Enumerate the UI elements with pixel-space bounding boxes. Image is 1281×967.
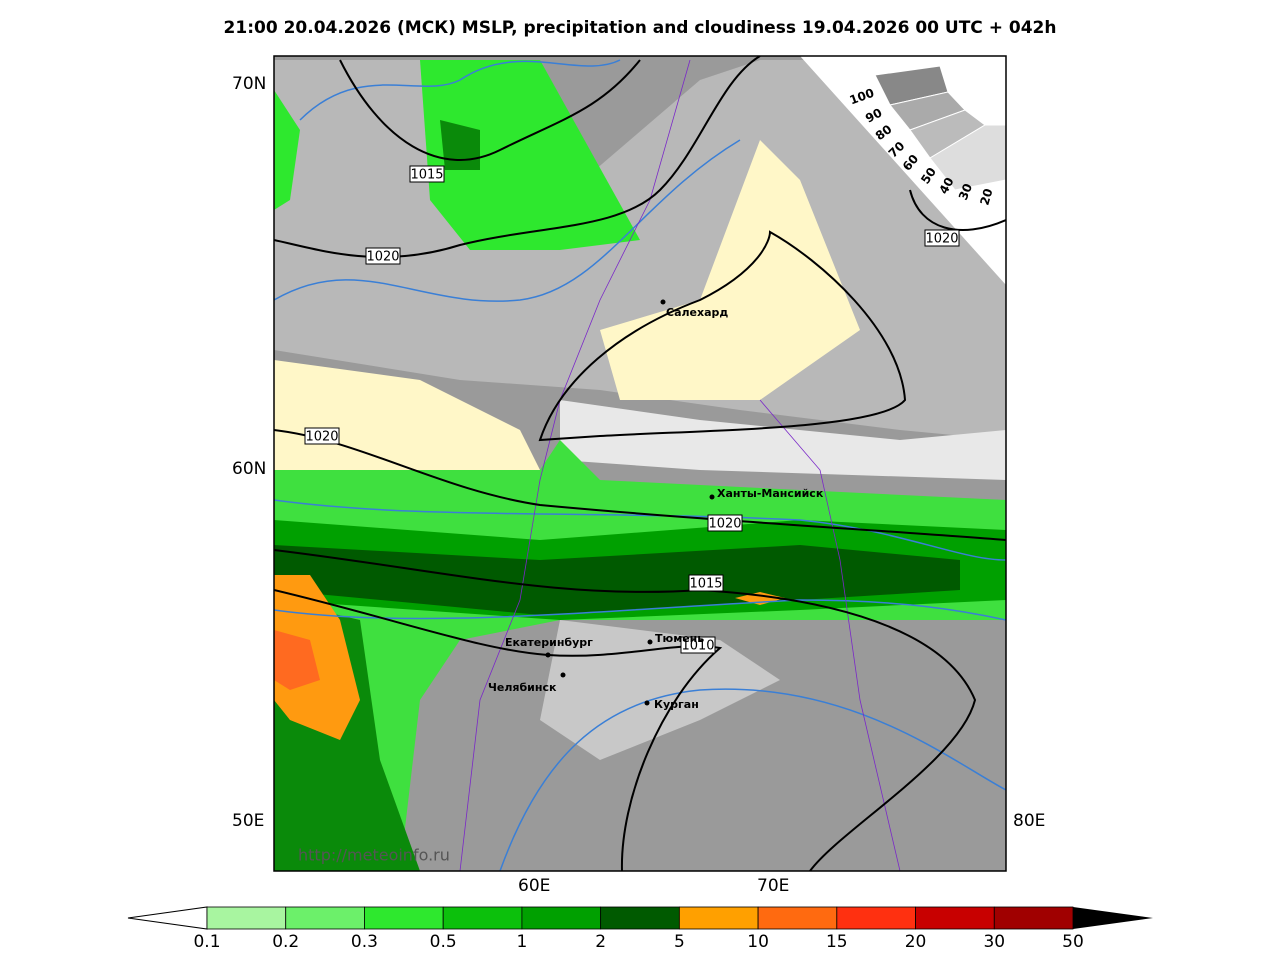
- colorbar-segment: [442, 906, 523, 930]
- city-label: Челябинск: [488, 681, 557, 694]
- colorbar-label: 0.3: [351, 932, 378, 952]
- city-dot: [709, 494, 715, 500]
- colorbar-segment: [206, 906, 287, 930]
- watermark: http://meteoinfo.ru: [298, 846, 450, 865]
- colorbar-label: 20: [905, 932, 927, 952]
- city-dot: [560, 672, 566, 678]
- colorbar-segment: [836, 906, 916, 930]
- city-label: Ханты-Мансийск: [717, 487, 824, 500]
- city-dot: [545, 652, 551, 658]
- colorbar-label: 30: [983, 932, 1005, 952]
- isobar-label: 1020: [925, 232, 958, 247]
- colorbar-segment: [993, 906, 1074, 930]
- lon-label: 50E: [232, 811, 264, 831]
- colorbar-segment: [600, 906, 680, 930]
- city-label: Тюмень: [655, 632, 704, 645]
- colorbar-segment: [521, 906, 602, 930]
- colorbar-segment: [915, 906, 995, 930]
- colorbar-label: 10: [747, 932, 769, 952]
- city-label: Курган: [654, 698, 699, 711]
- cloudiness-label: 40: [936, 175, 956, 196]
- precip-colorbar: 0.1 0.2 0.3 0.5 1 2 5 10 15 20 30 50: [127, 906, 1153, 952]
- city-label: Салехард: [666, 306, 728, 319]
- lon-label: 80E: [1013, 811, 1045, 831]
- colorbar-label: 1: [516, 932, 527, 952]
- isobar-label: 1015: [410, 168, 443, 183]
- colorbar-label: 50: [1062, 932, 1084, 952]
- cloudiness-label: 90: [863, 105, 884, 125]
- city-dot: [660, 299, 666, 305]
- cloudiness-label: 20: [977, 187, 995, 207]
- colorbar-label: 15: [826, 932, 848, 952]
- colorbar-low-arrow: [127, 906, 208, 930]
- colorbar-segment: [364, 906, 444, 930]
- colorbar-high-arrow: [1073, 907, 1153, 929]
- isobar-label: 1010: [681, 639, 714, 654]
- cloudiness-label: 30: [956, 181, 975, 202]
- lon-label: 60E: [518, 876, 550, 896]
- colorbar-segment: [285, 906, 365, 930]
- isobar-label: 1020: [708, 517, 741, 532]
- isobar-label: 1015: [689, 577, 722, 592]
- colorbar-segment: [678, 906, 759, 930]
- lon-label: 70E: [757, 876, 789, 896]
- city-dot: [644, 700, 650, 706]
- colorbar-segment: [757, 906, 838, 930]
- colorbar-label: 0.1: [193, 932, 220, 952]
- colorbar-label: 0.5: [430, 932, 457, 952]
- isobar-label: 1020: [366, 250, 399, 265]
- city-label: Екатеринбург: [505, 636, 593, 649]
- isobar-label: 1020: [305, 430, 338, 445]
- city-dot: [647, 639, 653, 645]
- lat-label: 70N: [232, 74, 266, 94]
- colorbar-label: 2: [595, 932, 606, 952]
- map-frame: [273, 55, 1007, 872]
- colorbar-label: 5: [674, 932, 685, 952]
- map-field: [274, 56, 1006, 871]
- map-title: 21:00 20.04.2026 (МСК) MSLP, precipitati…: [224, 18, 1057, 38]
- colorbar-label: 0.2: [272, 932, 299, 952]
- lat-label: 60N: [232, 459, 266, 479]
